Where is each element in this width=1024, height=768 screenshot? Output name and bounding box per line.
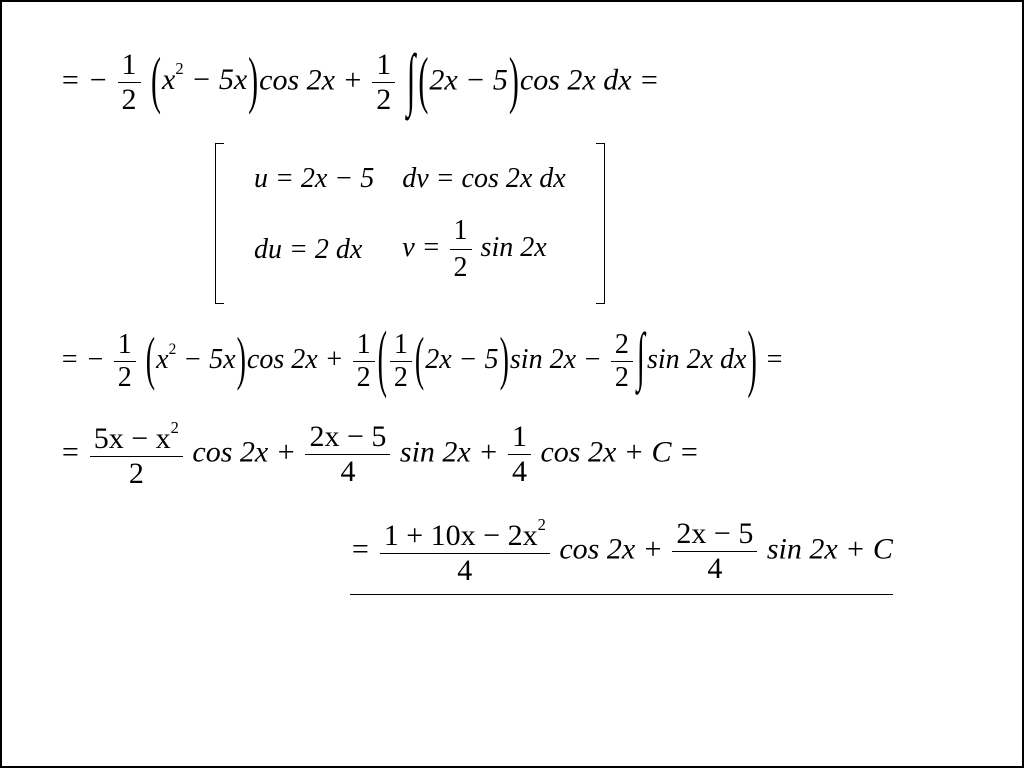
text: cos 2x + C = (533, 435, 699, 468)
slide-frame: = − 1 2 (x2 − 5x)cos 2x + 1 2 ∫(2x − 5)c… (0, 0, 1024, 768)
text: sin 2x − (510, 344, 609, 375)
text: = − (60, 63, 108, 96)
rparen-big: ) (747, 324, 756, 400)
text: x2 − 5x (156, 344, 235, 375)
fraction: 22 (611, 331, 633, 392)
text: cos 2x + (552, 532, 671, 565)
lparen: ( (418, 50, 428, 113)
final-answer: = 1 + 10x − 2x2 4 cos 2x + 2x − 54 sin 2… (350, 517, 893, 595)
lparen: ( (151, 50, 161, 113)
fraction: 5x − x2 2 (90, 420, 183, 489)
fraction: 12 (114, 331, 136, 392)
lparen-big: ( (378, 324, 387, 400)
text: 2x − 5 (425, 344, 498, 375)
fraction: 12 (353, 331, 375, 392)
fraction: 14 (508, 422, 531, 487)
rparen: ) (500, 332, 509, 391)
text: cos 2x + (259, 63, 370, 96)
cell-v: v = 1 2 sin 2x (388, 205, 580, 294)
equation-line-3: = − 12 (x2 − 5x)cos 2x + 12 ( 12 (2x − 5… (60, 331, 964, 392)
integral-icon: ∫ (637, 327, 645, 392)
equation-line-4: = 5x − x2 2 cos 2x + 2x − 54 sin 2x + 14… (60, 420, 964, 489)
substitution-bracket: u = 2x − 5 dv = cos 2x dx du = 2 dx v = … (215, 143, 605, 304)
lparen: ( (415, 332, 424, 391)
fraction: 1 2 (372, 50, 395, 115)
text: = (758, 344, 784, 375)
den: 2 (372, 82, 395, 115)
text: = (350, 532, 378, 565)
rparen: ) (237, 332, 246, 391)
text: cos 2x + (247, 344, 351, 375)
lparen: ( (146, 332, 155, 391)
text: sin 2x + (392, 435, 506, 468)
num: 1 (372, 50, 395, 82)
fraction: 2x − 54 (672, 519, 757, 584)
text: 2x − 5 (429, 63, 508, 96)
den: 2 (118, 82, 141, 115)
equation-line-5: = 1 + 10x − 2x2 4 cos 2x + 2x − 54 sin 2… (350, 517, 964, 595)
rparen: ) (248, 50, 258, 113)
fraction: 2x − 54 (305, 422, 390, 487)
text: = − (60, 344, 105, 375)
rparen: ) (509, 50, 519, 113)
text: sin 2x dx (647, 344, 747, 375)
num: 1 (118, 50, 141, 82)
fraction: 12 (390, 331, 412, 392)
cell-u: u = 2x − 5 (240, 153, 388, 205)
text: = (60, 435, 88, 468)
cell-du: du = 2 dx (240, 205, 388, 294)
integral-icon: ∫ (407, 45, 416, 114)
text: cos 2x + (185, 435, 304, 468)
cell-dv: dv = cos 2x dx (388, 153, 580, 205)
fraction: 1 2 (118, 50, 141, 115)
text: cos 2x dx = (520, 63, 659, 96)
text: sin 2x + C (759, 532, 893, 565)
equation-line-1: = − 1 2 (x2 − 5x)cos 2x + 1 2 ∫(2x − 5)c… (60, 50, 964, 115)
fraction: 1 + 10x − 2x2 4 (380, 517, 550, 586)
substitution-table: u = 2x − 5 dv = cos 2x dx du = 2 dx v = … (240, 153, 580, 294)
text: x2 − 5x (162, 63, 247, 96)
